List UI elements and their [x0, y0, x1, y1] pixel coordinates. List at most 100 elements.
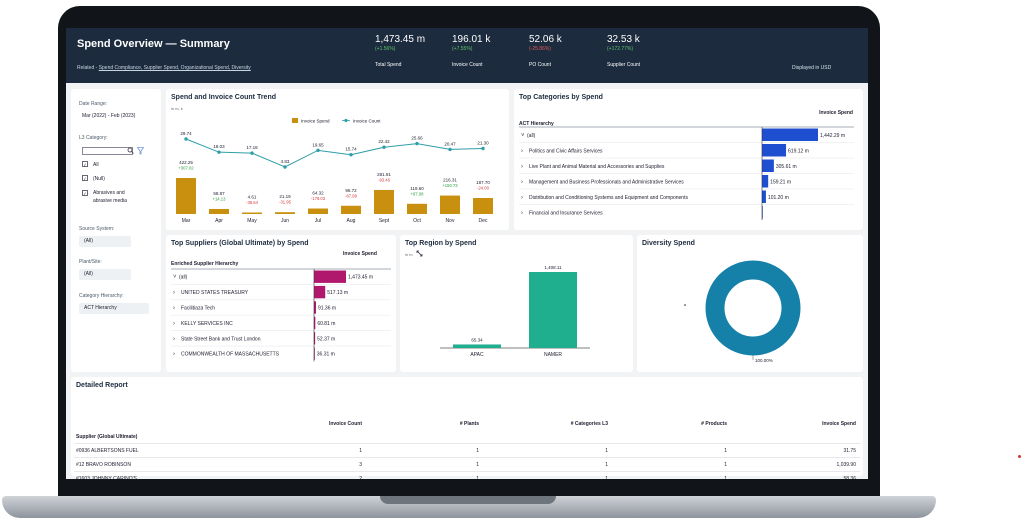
column-header[interactable]: Invoice Count — [328, 421, 362, 427]
expand-icon[interactable] — [416, 250, 423, 257]
diversity-card: Diversity Spend 100.00% — [637, 235, 863, 372]
spend-bar[interactable] — [762, 144, 787, 157]
row-label: Distribution and Conditioning Systems an… — [529, 195, 688, 201]
donut-slice[interactable] — [705, 260, 801, 356]
dashboard-screen: Spend Overview — Summary Related - Spend… — [66, 28, 868, 479]
checkbox-null[interactable]: ✓ — [82, 175, 88, 181]
checkbox-all[interactable]: ✓ — [82, 161, 88, 167]
table-row[interactable]: #12 BRAVO ROBINSON 3 1 1 1 1,039.90 — [74, 457, 860, 471]
kpi-delta: (+1.56%) — [375, 46, 396, 52]
row-label: Politics and Civic Affairs Services — [529, 148, 603, 154]
spend-bar[interactable] — [209, 208, 229, 214]
spend-bar[interactable] — [762, 190, 766, 204]
x-tick-label: APAC — [470, 352, 484, 358]
table-row[interactable]: #0936 ALBERTSONS FUEL 1 1 1 1 31.75 — [74, 443, 860, 457]
column-header[interactable]: # Products — [701, 421, 727, 427]
legend-label-count: Invoice Count — [353, 119, 381, 124]
spend-bar[interactable] — [242, 212, 262, 215]
plant-site-select[interactable]: (All) — [79, 269, 131, 280]
x-tick-label: Mar — [182, 218, 191, 224]
chart-title: Diversity Spend — [642, 240, 695, 247]
spend-bar[interactable] — [314, 285, 326, 299]
plant-site-label: Plant/Site: — [79, 259, 102, 265]
row-label: UNITED STATES TREASURY — [181, 290, 249, 296]
column-header[interactable]: Supplier (Global Ultimate) — [76, 434, 138, 440]
spend-bar[interactable] — [341, 205, 361, 214]
source-system-select[interactable]: (All) — [79, 236, 131, 247]
kpi-supplier-count[interactable]: 32.53 k (+172.77%) Supplier Count — [607, 34, 640, 68]
dashboard-header: Spend Overview — Summary Related - Spend… — [66, 28, 868, 83]
chart-unit: in m — [405, 252, 413, 257]
chart-unit: in m, k — [171, 106, 183, 111]
column-header[interactable]: Invoice Spend — [822, 421, 856, 427]
invoice-count-point[interactable] — [283, 165, 287, 169]
trend-chart-card: Spend and Invoice Count Trend in m, k In… — [166, 89, 509, 230]
spend-bar[interactable] — [314, 270, 346, 283]
region-bar[interactable] — [529, 272, 577, 348]
spend-bar[interactable] — [314, 332, 316, 345]
x-tick-label: NAMER — [544, 352, 562, 358]
option-label: (Null) — [93, 176, 105, 182]
spend-bar[interactable] — [314, 316, 316, 330]
spend-bar[interactable] — [308, 208, 328, 214]
top-region-chart: 65.34 APAC 1,408.11 NAMER — [440, 265, 590, 358]
date-range-value[interactable]: Mar (2022) - Feb (2023) — [82, 113, 136, 119]
count-value-label: 4.83 — [281, 159, 290, 164]
spend-bar[interactable] — [762, 128, 818, 142]
spend-value-label: 281.91 — [377, 172, 391, 177]
invoice-count-line — [185, 138, 484, 168]
related-link-list[interactable]: Spend Compliance, Supplier Spend, Organi… — [98, 65, 251, 71]
invoice-count-point[interactable] — [448, 147, 452, 152]
table-cell: 1 — [724, 476, 727, 479]
l3-search-input[interactable] — [82, 147, 133, 155]
bar-value-label: 1,408.11 — [544, 265, 562, 270]
column-header[interactable]: # Categories L3 — [570, 421, 608, 427]
spend-bar[interactable] — [374, 189, 394, 214]
spend-delta-label: -24.00 — [477, 185, 490, 190]
region-bar[interactable] — [453, 344, 501, 348]
table-cell: 1 — [359, 448, 362, 454]
kpi-total-spend[interactable]: 1,473.45 m (+1.56%) Total Spend — [375, 34, 425, 68]
category-hierarchy-select[interactable]: ACT Hierarchy — [79, 303, 149, 314]
search-icon[interactable] — [127, 147, 134, 155]
expand-icon: › — [173, 336, 175, 342]
filter-icon[interactable] — [137, 147, 144, 155]
table-cell: #0936 ALBERTSONS FUEL — [76, 448, 139, 454]
kpi-po-count[interactable]: 52.06 k (-25.86%) PO Count — [529, 34, 562, 68]
spend-bar[interactable] — [762, 159, 774, 173]
chart-title: Top Suppliers (Global Ultimate) by Spend — [171, 240, 309, 247]
spend-bar[interactable] — [473, 197, 493, 214]
table-row[interactable]: #1603 JOHNNY CARINO'S 2 1 1 1 58.36 — [74, 471, 860, 479]
kpi-invoice-count[interactable]: 196.01 k (+7.55%) Invoice Count — [452, 34, 490, 68]
invoice-count-point[interactable] — [349, 153, 353, 157]
bar-value-label: 1,473.45 m — [348, 275, 373, 281]
invoice-count-point[interactable] — [217, 150, 221, 154]
legend-label-spend: Invoice Spend — [301, 119, 330, 124]
invoice-count-point[interactable] — [316, 148, 320, 153]
spend-bar[interactable] — [275, 212, 295, 214]
expand-icon: › — [521, 164, 523, 170]
hierarchy-header: Enriched Supplier Hierarchy — [171, 261, 239, 267]
invoice-count-point[interactable] — [184, 137, 188, 141]
column-header[interactable]: # Plants — [459, 421, 479, 427]
invoice-count-point[interactable] — [250, 151, 254, 155]
spend-value-label: 187.70 — [476, 180, 490, 185]
invoice-count-point[interactable] — [382, 145, 386, 149]
trend-chart: Invoice Spend Invoice Count 422.25+307.0… — [176, 118, 493, 224]
invoice-count-point[interactable] — [415, 141, 419, 146]
spend-delta-label: +14.13 — [213, 196, 227, 201]
spend-bar[interactable] — [762, 206, 763, 219]
detailed-report-card: Detailed Report Supplier (Global Ultimat… — [71, 377, 863, 479]
checkbox-abrasives[interactable]: ✓ — [82, 190, 88, 196]
spend-value-label: 216.31 — [443, 178, 457, 183]
spend-bar[interactable] — [176, 178, 196, 214]
expand-icon: › — [521, 148, 523, 154]
report-title: Detailed Report — [76, 382, 128, 389]
spend-bar[interactable] — [440, 195, 460, 214]
kpi-value: 1,473.45 m — [375, 34, 426, 45]
spend-bar[interactable] — [762, 175, 769, 188]
spend-bar[interactable] — [407, 203, 427, 214]
spend-bar[interactable] — [314, 301, 316, 314]
spend-bar[interactable] — [314, 347, 315, 360]
invoice-count-point[interactable] — [481, 146, 485, 151]
